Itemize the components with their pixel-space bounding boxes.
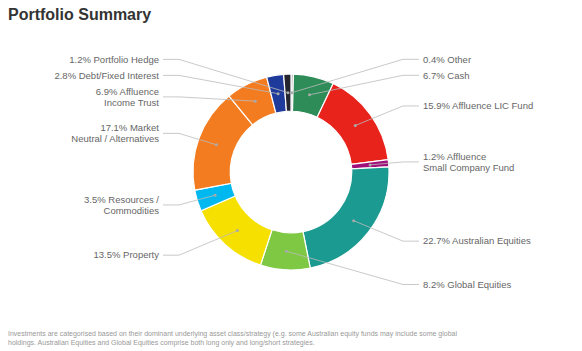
leader-line (354, 221, 419, 241)
leader-dot (236, 229, 239, 232)
slice-label: 2.8% Debt/Fixed Interest (54, 70, 159, 81)
labels: 0.4% Other 6.7% Cash 15.9% Affluence LIC F… (54, 54, 533, 290)
slice (303, 167, 389, 268)
leader-line (163, 195, 215, 205)
slice-label: 13.5% Property (94, 249, 160, 260)
slice-label: 8.2% Global Equities (423, 279, 511, 290)
label-line: 15.9% Affluence LIC Fund (423, 100, 533, 111)
footnote-line: holdings. Australian Equities and Global… (8, 339, 315, 347)
leader-line (163, 231, 237, 256)
label-line: Neutral / Alternatives (71, 133, 159, 144)
leader-line (310, 75, 419, 95)
label-line: 6.7% Cash (423, 70, 469, 81)
label-line: 22.7% Australian Equities (423, 235, 531, 246)
footnote: Investments are categorised based on the… (8, 330, 457, 347)
label-line: 1.2% Affluence (423, 151, 486, 162)
leader-dot (352, 219, 355, 222)
label-line: 0.4% Other (423, 54, 471, 65)
leader-dot (287, 91, 290, 94)
leader-dot (214, 194, 217, 197)
leader-dot (354, 124, 357, 127)
label-line: 6.9% Affluence (96, 86, 159, 97)
label-line: 2.8% Debt/Fixed Interest (54, 70, 159, 81)
leader-dot (308, 93, 311, 96)
slice-label: 17.1% MarketNeutral / Alternatives (71, 122, 159, 144)
label-line: 1.2% Portfolio Hedge (69, 54, 159, 65)
slice (284, 74, 291, 111)
slice-label: 6.9% AffluenceIncome Trust (96, 86, 160, 108)
slice-label: 3.5% Resources /Commodities (84, 194, 159, 216)
leader-dot (290, 91, 293, 94)
label-line: 13.5% Property (94, 249, 160, 260)
leader-dot (215, 143, 218, 146)
leader-dot (254, 100, 257, 103)
slice-label: 1.2% AffluenceSmall Company Fund (423, 151, 514, 173)
slice-label: 1.2% Portfolio Hedge (69, 54, 159, 65)
title: Portfolio Summary (8, 6, 151, 23)
leader-dot (369, 163, 372, 166)
leader-dot (277, 92, 280, 95)
leader-line (163, 133, 216, 144)
slice-label: 22.7% Australian Equities (423, 235, 531, 246)
leader-dot (285, 250, 288, 253)
leader-line (370, 162, 419, 165)
label-line: Small Company Fund (423, 162, 514, 173)
label-line: 8.2% Global Equities (423, 279, 511, 290)
slice (317, 84, 388, 165)
chart: Portfolio Summary 0.4% Other 6.7% Cash 15.9… (0, 0, 582, 351)
leader-line (163, 97, 255, 101)
footnote-line: Investments are categorised based on the… (8, 330, 457, 338)
slice-label: 15.9% Affluence LIC Fund (423, 100, 533, 111)
label-line: Income Trust (104, 97, 159, 108)
label-line: 3.5% Resources / (84, 194, 159, 205)
leader-line (163, 59, 288, 92)
leader-line (355, 106, 419, 126)
slice-label: 6.7% Cash (423, 70, 469, 81)
label-line: 17.1% Market (100, 122, 159, 133)
slice-label: 0.4% Other (423, 54, 471, 65)
donut (193, 74, 389, 270)
leader-line (286, 251, 419, 284)
label-line: Commodities (104, 205, 160, 216)
